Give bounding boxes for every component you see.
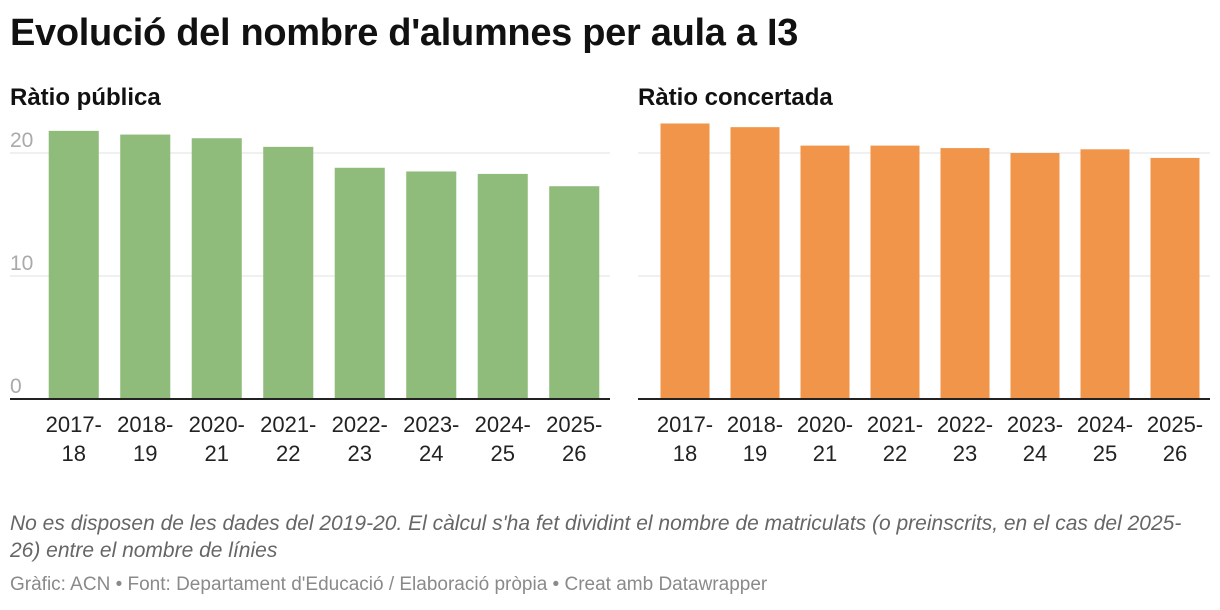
y-tick-label: 10 [10,252,33,275]
bar [800,145,850,399]
bar [549,186,600,399]
x-tick-label: 2018- [117,412,173,437]
x-tick-label: 21 [813,441,837,466]
y-tick-label: 20 [10,129,33,152]
x-tick-label: 19 [743,441,767,466]
x-tick-label: 22 [883,441,907,466]
x-tick-label: 18 [62,441,86,466]
bar [1080,149,1130,399]
x-tick-label: 24 [419,441,443,466]
bar [940,148,990,399]
x-tick-label: 19 [133,441,157,466]
x-tick-label: 21 [205,441,229,466]
x-tick-label: 2023- [1007,412,1063,437]
x-tick-label: 2021- [260,412,316,437]
x-tick-label: 25 [1093,441,1117,466]
x-tick-label: 2021- [867,412,923,437]
chart-title-concertada: Ràtio concertada [638,84,833,111]
bar [1010,153,1060,399]
x-tick-label: 2025- [1147,412,1203,437]
x-tick-label: 24 [1023,441,1047,466]
x-tick-label: 23 [953,441,977,466]
x-tick-label: 22 [276,441,300,466]
bar [870,145,920,399]
bar [1150,157,1200,399]
x-tick-label: 2018- [727,412,783,437]
x-tick-label: 26 [1163,441,1187,466]
bar [406,171,457,399]
x-tick-label: 2017- [46,412,102,437]
chart-title-publica: Ràtio pública [10,84,161,111]
chart-footer: Gràfic: ACN • Font: Departament d'Educac… [10,574,768,595]
bar [730,127,780,400]
chart-note: No es disposen de les dades del 2019-20.… [10,512,1182,562]
x-tick-label: 2022- [937,412,993,437]
x-tick-label: 2023- [403,412,459,437]
x-tick-label: 25 [491,441,515,466]
bar-chart-concertada: 2017- 18 2018- 19 2020- 21 2021- 22 2022- 23 2023-… [638,123,1210,466]
x-tick-label: 2020- [189,412,245,437]
x-tick-label: 26 [562,441,586,466]
x-tick-label: 2017- [657,412,713,437]
y-tick-label: 0 [10,375,22,398]
x-tick-label: 18 [673,441,697,466]
x-tick-label: 2024- [1077,412,1133,437]
x-tick-label: 2025- [546,412,602,437]
bar [263,146,314,399]
bar-chart-publica: 0 10 20 2017- 18 2018- 19 2020- 21 2021- 22 2022- 23… [10,129,610,466]
bar [477,173,528,399]
x-tick-label: 2020- [797,412,853,437]
bar [48,130,99,400]
x-tick-label: 2024- [475,412,531,437]
page-title: Evolució del nombre d'alumnes per aula a… [10,12,799,54]
bar [120,134,171,400]
x-tick-label: 2022- [332,412,388,437]
x-tick-label: 23 [348,441,372,466]
bar [334,167,385,399]
bar [660,123,710,399]
bar [191,138,242,400]
